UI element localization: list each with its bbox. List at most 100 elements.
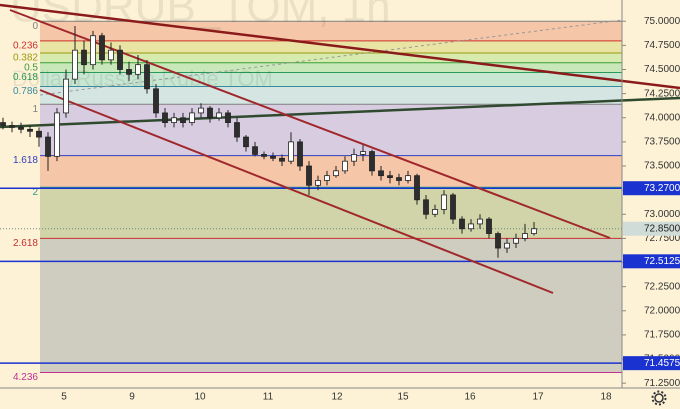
- x-tick-label: 12: [331, 392, 343, 403]
- y-tick-label: 74.5000: [644, 64, 680, 75]
- candle-body: [108, 49, 114, 61]
- candle-body: [396, 177, 402, 181]
- fib-band: [40, 155, 622, 188]
- candle-body: [18, 127, 24, 130]
- candle-body: [351, 154, 357, 162]
- fib-label: 0.236: [13, 40, 38, 51]
- candle-body: [531, 228, 537, 234]
- fib-band: [40, 40, 622, 53]
- x-tick-label: 10: [194, 392, 206, 403]
- y-tick-label: 74.0000: [644, 112, 680, 123]
- candle-body: [225, 112, 231, 123]
- price-axis: 75.0000 74.7500 74.5000 74.2500 74.0000 73.75…: [61, 16, 680, 403]
- candle-body: [414, 175, 420, 201]
- price-tag-label: 73.2700: [644, 183, 680, 194]
- x-tick-label: 5: [61, 392, 67, 403]
- candles: [0, 26, 537, 258]
- candle-body: [126, 69, 132, 75]
- fib-band: [40, 62, 622, 73]
- fib-band: [40, 21, 622, 41]
- last-price-tag: [623, 221, 680, 236]
- fib-label: 0: [32, 21, 38, 32]
- candle-body: [36, 130, 42, 138]
- candle-body: [297, 141, 303, 167]
- price-tag: [623, 254, 680, 269]
- y-tick-label: 72.2500: [644, 281, 680, 292]
- candle-body: [216, 112, 222, 119]
- candle-body: [468, 223, 474, 230]
- y-tick-label: 71.2500: [644, 378, 680, 389]
- candle-body: [477, 218, 483, 225]
- candle-body: [315, 180, 321, 186]
- candle-body: [72, 49, 78, 80]
- candle-body: [432, 209, 438, 215]
- candle-body: [324, 175, 330, 181]
- fib-label: 2.618: [13, 238, 38, 249]
- y-tick-label: 73.0000: [644, 209, 680, 220]
- candle-body: [288, 141, 294, 162]
- candle-body: [405, 175, 411, 181]
- x-tick-label: 17: [532, 392, 544, 403]
- candle-body: [261, 154, 267, 157]
- candle-body: [180, 117, 186, 123]
- candle-body: [441, 194, 447, 210]
- candle-body: [486, 218, 492, 234]
- y-tick-label: 72.0000: [644, 305, 680, 316]
- fib-band: [40, 52, 622, 63]
- candle-body: [27, 128, 33, 132]
- candle-body: [117, 49, 123, 70]
- x-tick-label: 15: [397, 392, 409, 403]
- x-tick-label: 11: [263, 392, 274, 403]
- candle-body: [63, 78, 69, 114]
- candle-body: [450, 194, 456, 220]
- y-tick-label: 75.0000: [644, 16, 680, 27]
- candle-body: [54, 112, 60, 157]
- candle-body: [252, 146, 258, 155]
- last-price-label: 72.8500: [644, 223, 680, 234]
- fib-band: [40, 238, 622, 373]
- fib-label: 0.382: [13, 53, 38, 64]
- fib-label: 0.786: [13, 86, 38, 97]
- candle-body: [189, 112, 195, 123]
- candle-body: [423, 199, 429, 215]
- candle-body: [162, 112, 168, 123]
- candle-body: [144, 64, 150, 90]
- trend-line: [0, 96, 680, 129]
- candle-body: [279, 157, 285, 162]
- candle-body: [522, 233, 528, 239]
- channel-line: [39, 89, 554, 294]
- candle-body: [270, 155, 276, 159]
- candle-body: [81, 49, 87, 66]
- candle-body: [342, 160, 348, 172]
- y-tick-label: 74.2500: [644, 88, 680, 99]
- candle-body: [360, 151, 366, 155]
- fib-band: [40, 86, 622, 105]
- gear-teeth: [651, 390, 667, 406]
- candle-body: [135, 64, 141, 75]
- settings-icon[interactable]: [651, 390, 667, 406]
- fib-label: 0.618: [13, 72, 38, 83]
- y-tick-label: 72.7500: [644, 233, 680, 244]
- trend-line: [0, 3, 680, 90]
- candle-body: [153, 88, 159, 114]
- price-tag-label: 71.4575: [644, 358, 680, 369]
- candle-body: [306, 165, 312, 186]
- channel-line: [9, 9, 611, 239]
- x-tick-label: 18: [600, 392, 612, 403]
- y-tick-label: 74.7500: [644, 40, 680, 51]
- watermark: USDRUB_TOM, 1h: [10, 0, 391, 32]
- candle-body: [504, 242, 510, 249]
- candle-body: [369, 151, 375, 172]
- candle-body: [171, 117, 177, 123]
- candle-body: [243, 136, 249, 148]
- candle-body: [99, 35, 105, 61]
- candle-body: [333, 170, 339, 177]
- fib-label: 0.5: [24, 62, 38, 73]
- fib-label: 1.618: [13, 155, 38, 166]
- price-tag-label: 72.5125: [644, 256, 680, 267]
- fib-label: 2: [32, 187, 38, 198]
- x-tick-label: 9: [129, 392, 135, 403]
- y-tick-label: 71.7500: [644, 330, 680, 341]
